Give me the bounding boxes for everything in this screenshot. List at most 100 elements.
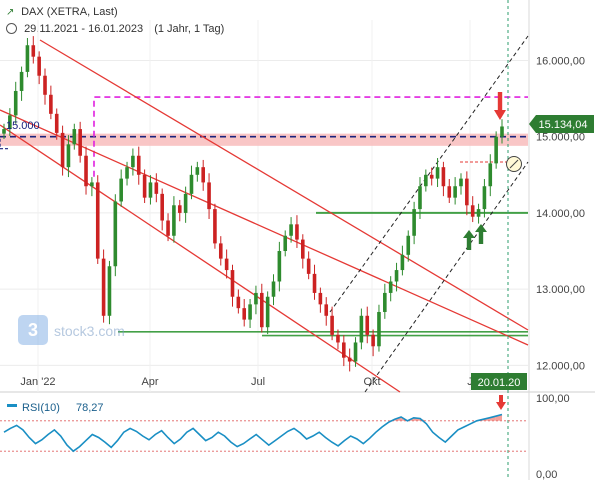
chart-header: ↗ DAX (XETRA, Last) <box>6 6 118 18</box>
candle-body <box>25 45 30 72</box>
candle-body <box>43 75 47 95</box>
candle-body <box>259 292 264 328</box>
uptrend-upper-line <box>329 35 529 313</box>
candle-body <box>90 182 94 187</box>
y-tick-label: 13.000,00 <box>536 284 585 296</box>
candle-body <box>213 209 217 244</box>
axes: 12.000,00 13.000,00 14.000,00 15.000,00 16.0… <box>20 55 585 388</box>
svg-text:3: 3 <box>28 320 38 340</box>
candle-body <box>84 155 88 187</box>
candle-body <box>371 334 375 347</box>
candle-body <box>394 270 399 282</box>
candle-body <box>441 167 446 187</box>
rsi-last-value: 78,27 <box>76 402 104 414</box>
candle-body <box>8 115 12 130</box>
candle-body <box>31 45 36 57</box>
candle-body <box>136 155 141 175</box>
chart-symbol-icon: ↗ <box>6 7 15 18</box>
candle-body <box>142 174 147 198</box>
candle-body <box>154 182 159 194</box>
candle-body <box>418 186 422 210</box>
downtrend-lower-line <box>0 124 401 393</box>
x-tick-label: Okt <box>363 376 380 388</box>
candle-body <box>353 342 358 362</box>
candle-body <box>500 126 504 137</box>
candle-body <box>265 296 270 328</box>
level-label: 15.000 <box>6 120 40 132</box>
candle-body <box>435 167 440 179</box>
rsi-panel: 100,00 0,00 <box>0 393 570 480</box>
candle-body <box>2 129 6 134</box>
rsi-y-tick-label: 100,00 <box>536 393 570 405</box>
candle-body <box>465 178 469 206</box>
candle-body <box>230 270 235 297</box>
candle-body <box>476 209 481 217</box>
candle-body <box>248 304 252 320</box>
candle-body <box>224 258 229 271</box>
x-tick-label: Apr <box>141 376 158 388</box>
chart-interval: (1 Jahr, 1 Tag) <box>154 23 225 35</box>
level-15000-bracket <box>0 138 10 150</box>
candle-body <box>336 334 340 343</box>
candle-body <box>95 182 100 259</box>
candle-body <box>13 90 18 116</box>
candle-body <box>54 113 59 133</box>
chart-symbol: DAX (XETRA, Last) <box>21 6 118 18</box>
chart-range: 29.11.2021 - 16.01.2023 <box>24 23 144 35</box>
candle-body <box>318 292 323 305</box>
candle-body <box>459 178 463 187</box>
candle-body <box>295 224 299 240</box>
buy-arrow-1-icon <box>463 230 475 250</box>
candle-body <box>236 296 241 309</box>
target-circle-mark <box>509 159 519 169</box>
y-tick-label: 14.000,00 <box>536 208 585 220</box>
candle-body <box>177 205 182 213</box>
last-price-label: 15.134,04 <box>539 119 588 131</box>
candle-body <box>218 243 223 259</box>
markers <box>463 92 522 410</box>
watermark-text: stock3.com <box>54 323 125 339</box>
candle-body <box>470 205 475 217</box>
candle-body <box>195 167 200 175</box>
candle-body <box>383 292 387 312</box>
candles <box>2 36 504 372</box>
candle-body <box>19 71 24 91</box>
rsi-line <box>3 413 503 453</box>
candle-body <box>400 254 405 271</box>
candle-body <box>301 239 305 259</box>
candle-body <box>271 281 276 297</box>
candle-body <box>324 304 329 316</box>
rsi-legend-swatch <box>7 404 17 407</box>
candle-body <box>453 186 457 198</box>
candle-body <box>347 357 352 362</box>
candle-body <box>330 315 334 335</box>
candle-body <box>429 174 434 179</box>
clock-icon <box>6 23 17 34</box>
chart-period: 29.11.2021 - 16.01.2023 (1 Jahr, 1 Tag) <box>6 23 224 35</box>
candle-body <box>49 94 53 114</box>
candle-body <box>119 178 123 202</box>
candle-body <box>488 163 493 187</box>
trend-lines <box>0 0 529 480</box>
candle-body <box>148 182 153 198</box>
candle-body <box>412 209 416 236</box>
candle-body <box>101 258 106 316</box>
candle-body <box>447 186 452 198</box>
candle-body <box>242 308 247 320</box>
downtrend-middle-line <box>0 109 529 346</box>
last-price-tag: 15.134,04 <box>529 115 594 133</box>
candle-body <box>406 235 411 255</box>
candle-body <box>131 155 135 168</box>
candle-body <box>160 193 164 221</box>
candle-body <box>113 201 118 267</box>
y-tick-label: 16.000,00 <box>536 55 585 67</box>
candle-body <box>189 174 194 194</box>
candle-body <box>125 167 129 179</box>
candle-body <box>494 136 498 164</box>
candle-body <box>60 132 65 168</box>
candle-body <box>66 144 71 168</box>
candle-body <box>201 167 205 183</box>
candle-body <box>166 220 170 236</box>
y-tick-label: 12.000,00 <box>536 360 585 372</box>
